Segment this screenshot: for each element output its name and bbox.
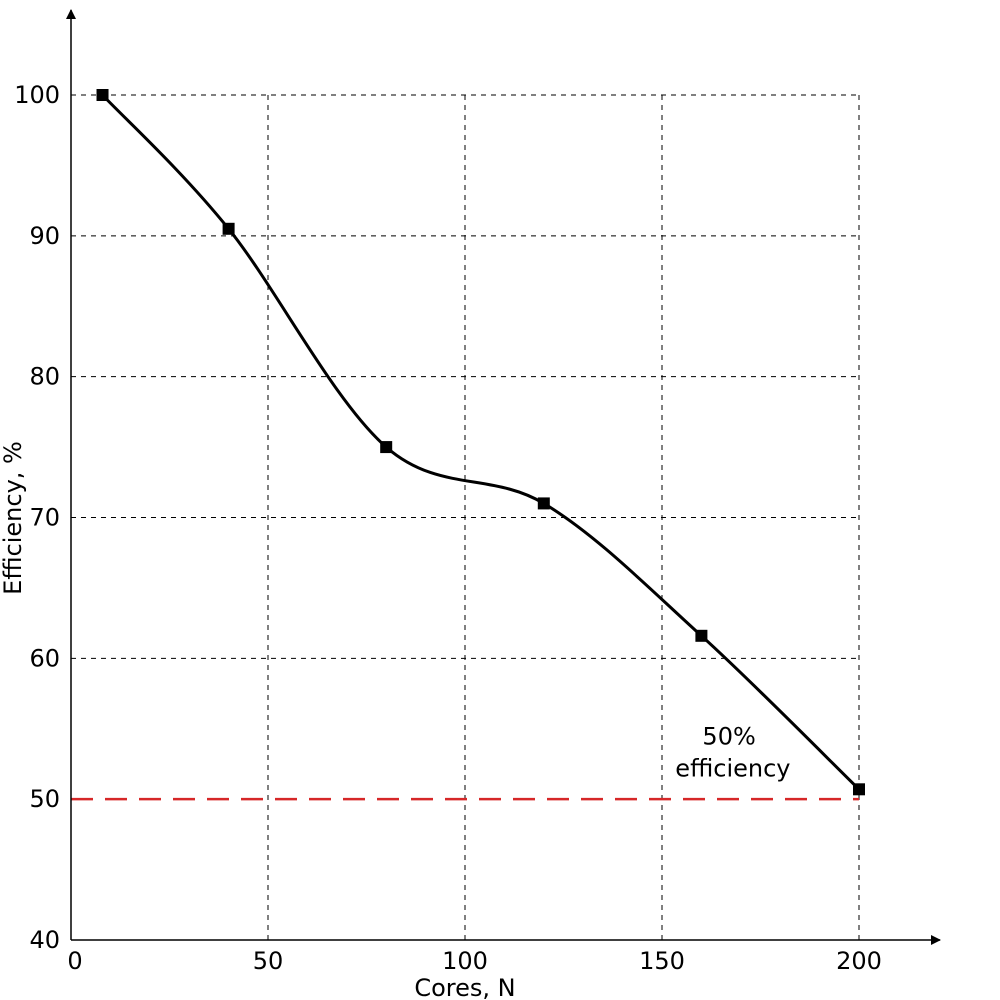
annotation-text: 50% efficiency xyxy=(675,723,790,783)
data-point-marker xyxy=(537,497,550,510)
tick-labels: 0 50 100 150 200 40 50 60 70 80 90 100 xyxy=(14,81,882,975)
annotation-line-2: efficiency xyxy=(675,755,790,783)
y-tick-label: 100 xyxy=(14,81,60,109)
x-tick-label: 200 xyxy=(836,947,882,975)
data-point-marker xyxy=(380,441,393,454)
annotation-line-1: 50% xyxy=(702,723,755,751)
x-tick-label: 0 xyxy=(67,947,82,975)
y-tick-label: 50 xyxy=(29,785,60,813)
y-tick-label: 60 xyxy=(29,644,60,672)
data-point-marker xyxy=(695,629,708,642)
y-tick-label: 80 xyxy=(29,363,60,391)
grid xyxy=(71,94,860,940)
y-axis-title: Efficiency, % xyxy=(0,441,27,595)
series-line xyxy=(101,93,861,791)
x-axis-title: Cores, N xyxy=(414,974,515,1000)
x-tick-label: 150 xyxy=(639,947,685,975)
y-tick-label: 40 xyxy=(29,926,60,954)
x-tick-label: 50 xyxy=(253,947,284,975)
axes xyxy=(66,9,941,945)
y-tick-label: 90 xyxy=(29,222,60,250)
series-group xyxy=(96,89,865,796)
x-tick-label: 100 xyxy=(442,947,488,975)
data-point-marker xyxy=(853,783,865,796)
data-point-marker xyxy=(96,89,109,101)
y-tick-label: 70 xyxy=(29,504,60,532)
data-point-marker xyxy=(222,222,235,235)
